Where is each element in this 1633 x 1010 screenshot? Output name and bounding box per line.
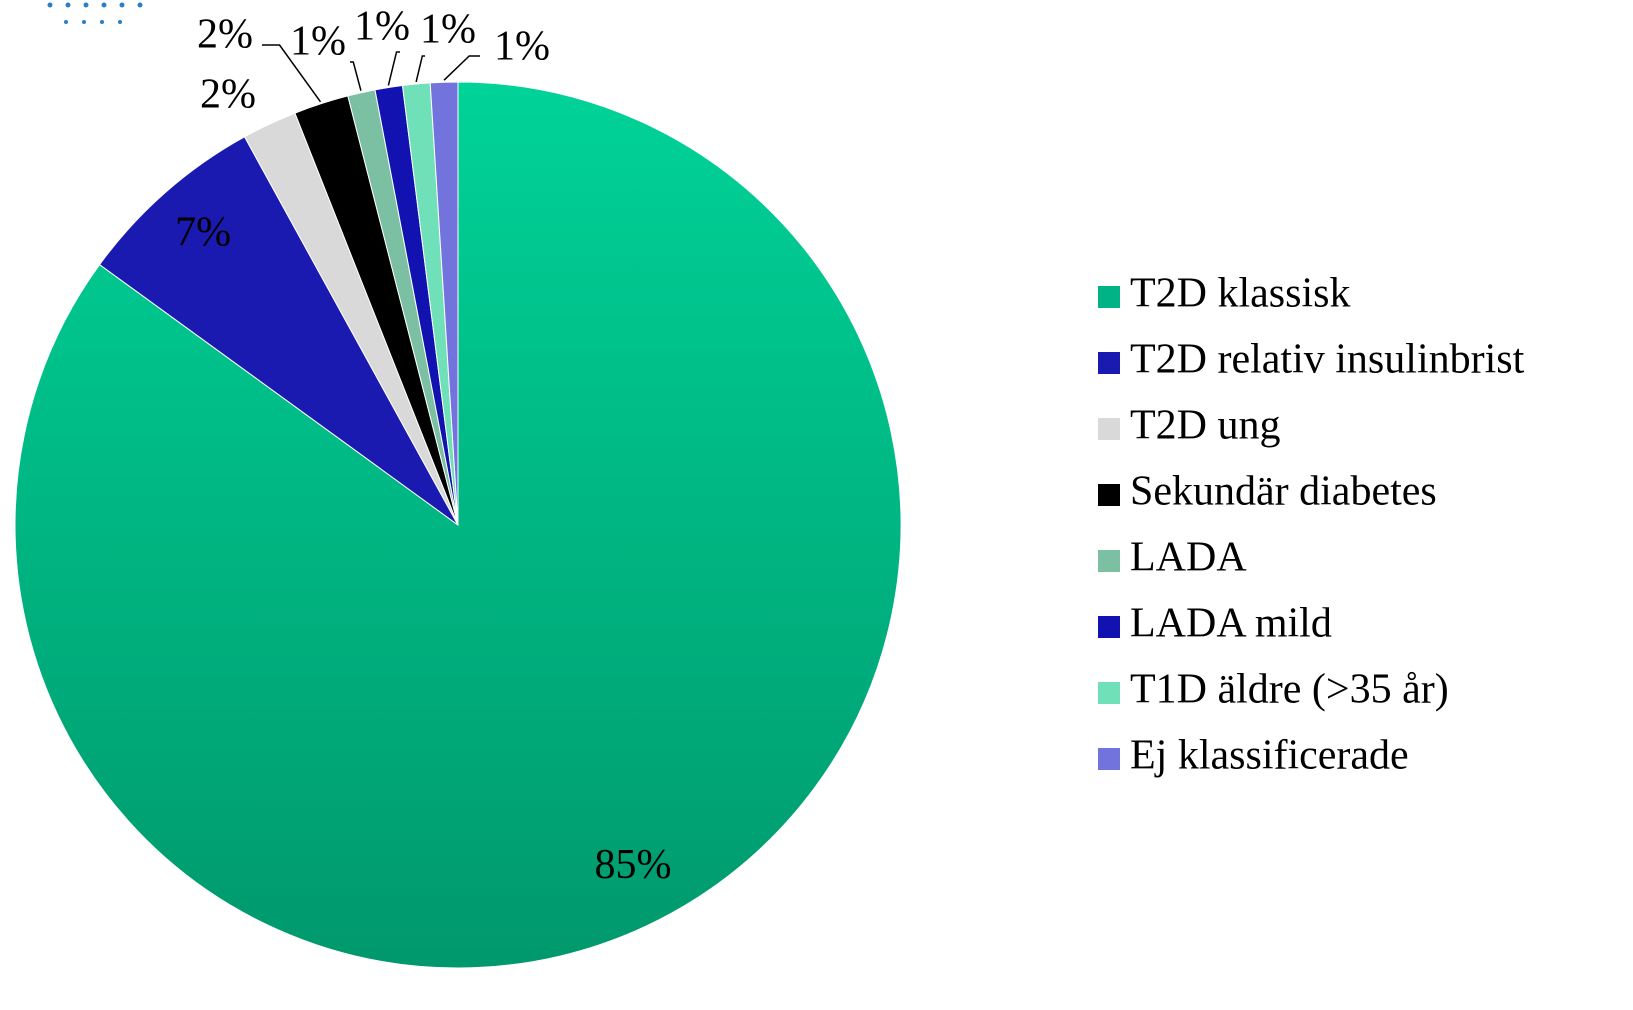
legend-label: T2D klassisk bbox=[1130, 271, 1351, 317]
value-label: 85% bbox=[594, 842, 671, 888]
legend-swatch bbox=[1098, 682, 1120, 704]
leader-line bbox=[387, 51, 400, 86]
leader-line bbox=[415, 55, 425, 83]
legend-swatch bbox=[1098, 748, 1120, 770]
legend-label: Ej klassificerade bbox=[1130, 733, 1409, 779]
legend-label: T1D äldre (>35 år) bbox=[1130, 667, 1449, 713]
legend-label: Sekundär diabetes bbox=[1130, 469, 1437, 515]
legend-label: LADA mild bbox=[1130, 601, 1332, 647]
pie-slice bbox=[429, 81, 459, 526]
value-label: 1% bbox=[290, 19, 346, 65]
value-label: 2% bbox=[200, 72, 256, 118]
leader-line bbox=[262, 44, 322, 103]
value-label: 7% bbox=[175, 210, 231, 256]
legend-label: T2D relativ insulinbrist bbox=[1130, 337, 1525, 383]
legend-swatch bbox=[1098, 418, 1120, 440]
leader-line bbox=[443, 55, 480, 81]
legend-label: LADA bbox=[1130, 535, 1247, 581]
legend-swatch bbox=[1098, 484, 1120, 506]
logo-dots bbox=[47, 2, 143, 24]
value-label: 2% bbox=[197, 12, 253, 58]
legend-label: T2D ung bbox=[1130, 403, 1281, 449]
pie-slice bbox=[14, 81, 902, 969]
legend-swatch bbox=[1098, 286, 1120, 308]
value-label: 1% bbox=[494, 24, 550, 70]
value-label: 1% bbox=[420, 7, 476, 53]
value-label: 1% bbox=[354, 4, 410, 50]
legend-swatch bbox=[1098, 352, 1120, 374]
leader-line bbox=[350, 61, 362, 91]
pie-slice bbox=[98, 136, 459, 526]
legend-swatch bbox=[1098, 550, 1120, 572]
legend-swatch bbox=[1098, 616, 1120, 638]
